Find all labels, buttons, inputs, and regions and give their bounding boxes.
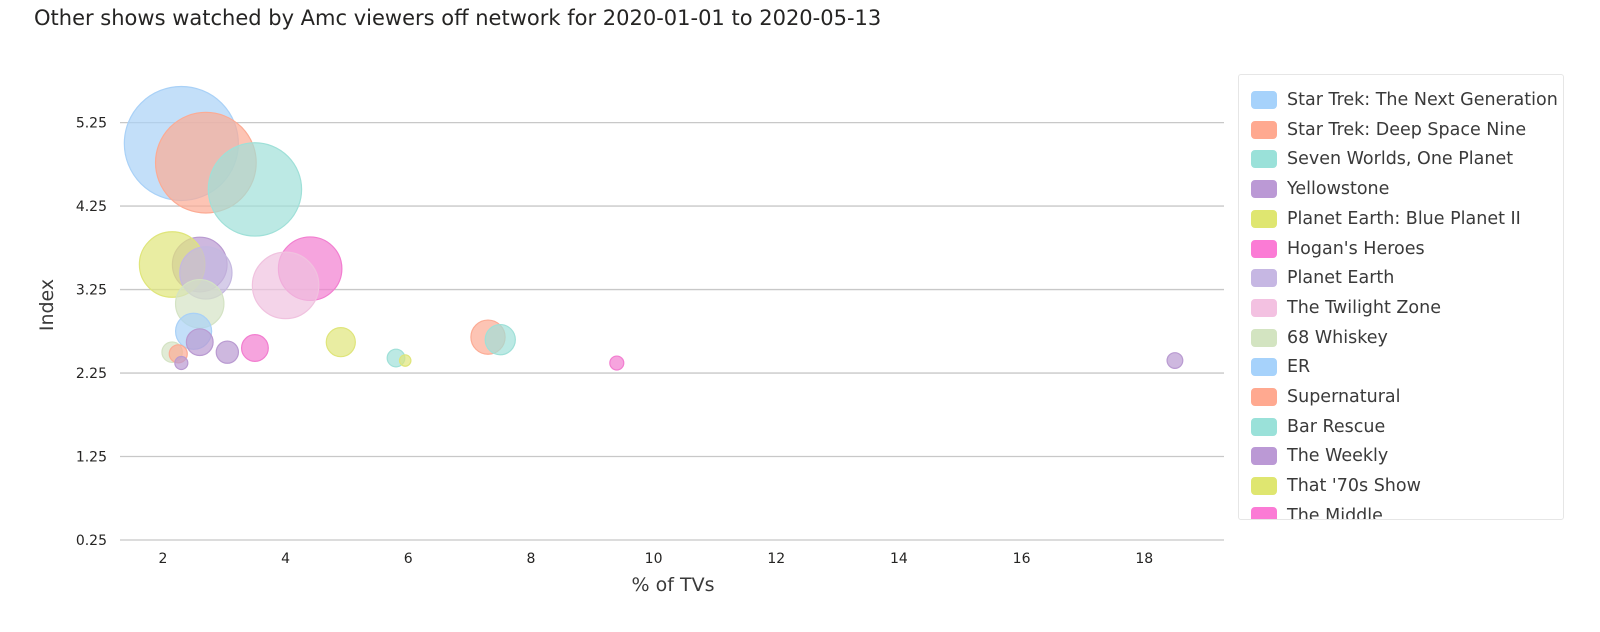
legend-item[interactable]: Supernatural [1251,384,1401,410]
y-tick-label: 1.25 [76,450,107,466]
legend-item[interactable]: The Middle [1251,503,1383,520]
y-tick-label: 3.25 [76,283,107,299]
x-tick-label: 18 [1135,551,1153,567]
y-tick-label: 5.25 [76,116,107,132]
x-tick-label: 12 [767,551,785,567]
legend-swatch [1251,180,1277,199]
legend-item[interactable]: Star Trek: Deep Space Nine [1251,117,1526,143]
x-axis-title: % of TVs [632,574,715,596]
legend-label: Planet Earth [1287,268,1395,289]
legend-label: Yellowstone [1287,179,1390,200]
legend-item[interactable]: Yellowstone [1251,176,1389,202]
legend-swatch [1251,358,1277,377]
legend-item[interactable]: The Twilight Zone [1251,295,1441,321]
legend-swatch [1251,150,1277,169]
legend-swatch [1251,209,1277,228]
bubble-chart: 0.251.252.253.254.255.25 2 4 6 8 10 12 14 16 18 … [36,85,1224,596]
legend-item[interactable]: Planet Earth: Blue Planet II [1251,206,1521,232]
legend-swatch [1251,120,1277,139]
legend-item[interactable]: Hogan's Heroes [1251,236,1425,262]
chart-title: Other shows watched by Amc viewers off n… [34,6,882,30]
y-tick-label: 2.25 [76,366,107,382]
legend-label: Star Trek: Deep Space Nine [1287,119,1527,140]
y-axis-ticks: 0.25 1.25 2.25 3.25 4.25 5.25 [76,116,107,549]
legend-label: Star Trek: The Next Generation [1287,90,1558,110]
legend-label: Hogan's Heroes [1287,238,1425,259]
legend-label: The Twilight Zone [1287,297,1441,318]
legend-swatch [1251,239,1277,258]
x-axis-ticks: 2 4 6 8 10 12 14 16 18 [158,551,1153,567]
legend-item[interactable]: Bar Rescue [1251,414,1385,440]
legend-label: The Weekly [1287,446,1389,467]
legend-label: Planet Earth: Blue Planet II [1287,208,1521,229]
legend-label: Supernatural [1287,387,1401,407]
x-tick-label: 4 [281,551,290,567]
legend-swatch [1251,388,1277,406]
legend-swatch [1251,269,1277,288]
legend-swatch [1251,417,1277,436]
bubble[interactable] [251,251,320,320]
x-tick-label: 6 [404,551,413,567]
legend-swatch [1251,328,1277,347]
x-tick-label: 16 [1013,551,1031,567]
y-tick-label: 0.25 [76,533,107,549]
x-tick-label: 2 [158,551,167,567]
legend-item[interactable]: ER [1251,354,1310,380]
bubble[interactable] [484,323,516,356]
legend-label: ER [1287,357,1311,378]
legend-swatch [1251,91,1277,109]
legend-label: Seven Worlds, One Planet [1287,149,1514,170]
y-tick-label: 4.25 [76,199,107,215]
bubble[interactable] [174,355,189,371]
legend-label: Bar Rescue [1287,416,1386,437]
legend-swatch [1251,447,1277,466]
bubble[interactable] [207,142,303,237]
legend-swatch [1251,477,1277,496]
bubble[interactable] [1166,352,1184,369]
bubble[interactable] [240,334,269,362]
bubble[interactable] [215,340,240,364]
legend-swatch [1251,298,1277,317]
bubbles [123,85,1184,371]
legend-label: That '70s Show [1287,476,1421,497]
legend-label: The Middle [1287,505,1383,520]
legend-item[interactable]: Star Trek: The Next Generation [1251,87,1558,113]
bubble[interactable] [398,354,412,367]
x-tick-label: 14 [890,551,908,567]
legend-item[interactable]: The Weekly [1251,443,1388,469]
bubble[interactable] [609,355,625,371]
legend-item[interactable]: Seven Worlds, One Planet [1251,146,1513,172]
legend-item[interactable]: That '70s Show [1251,473,1421,499]
bubble[interactable] [185,328,214,357]
legend-item[interactable]: Planet Earth [1251,265,1394,291]
x-tick-label: 10 [645,551,663,567]
bubble[interactable] [325,327,356,358]
y-axis-title: Index [36,279,58,331]
legend[interactable]: Star Trek: The Next Generation Star Trek:… [1238,74,1564,520]
legend-item[interactable]: 68 Whiskey [1251,325,1388,351]
legend-label: 68 Whiskey [1287,327,1388,348]
x-tick-label: 8 [526,551,535,567]
legend-swatch [1251,506,1277,519]
